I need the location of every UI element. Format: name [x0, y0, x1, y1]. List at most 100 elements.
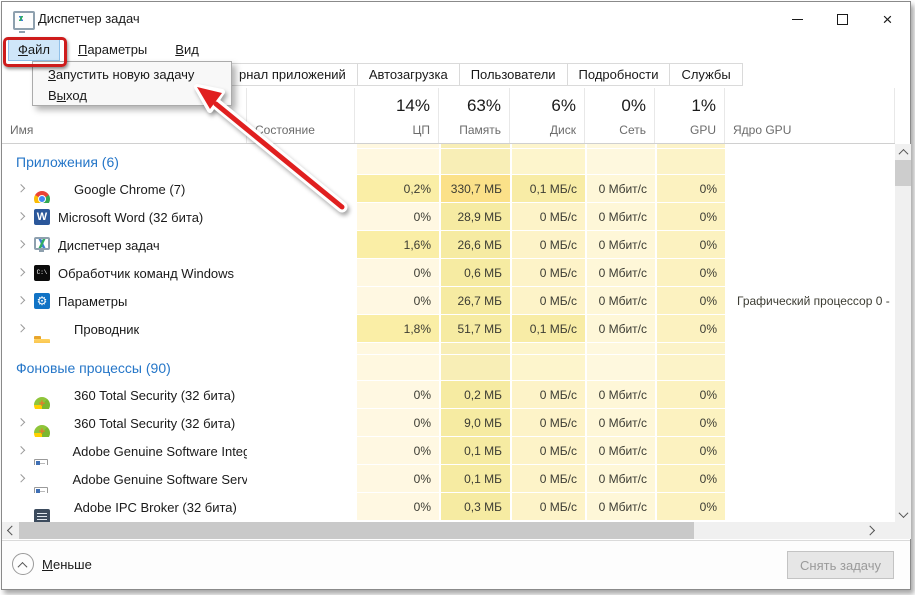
column-header-gpu-core[interactable]: Ядро GPU: [725, 88, 895, 143]
tab-3[interactable]: Пользователи: [458, 63, 568, 86]
cell-gpu: 0%: [655, 203, 725, 231]
close-button[interactable]: ×: [865, 2, 910, 36]
cell-core: Графический процессор 0 -: [725, 287, 895, 315]
menu-file[interactable]: Файл: [8, 37, 60, 61]
cell-cpu: 0%: [355, 287, 439, 315]
process-row[interactable]: Google Chrome (7) 0,2% 330,7 МБ 0,1 МБ/с 0 М…: [2, 175, 895, 207]
horizontal-scrollbar[interactable]: [2, 522, 895, 539]
cell-core: [725, 409, 895, 437]
minimize-button[interactable]: [775, 2, 820, 36]
process-name: Обработчик команд Windows: [58, 265, 235, 281]
menu-options[interactable]: Параметры: [77, 41, 148, 57]
cell-mem: 26,6 МБ: [439, 231, 510, 259]
column-header-disk[interactable]: 6% Диск: [510, 88, 585, 143]
expand-chevron-icon[interactable]: [16, 184, 26, 193]
cell-status: [247, 259, 355, 287]
menu-item-exit[interactable]: Выход: [48, 88, 87, 103]
cell-gpu: 0%: [655, 465, 725, 493]
cell-cpu: [355, 144, 439, 149]
column-header-gpu[interactable]: 1% GPU: [655, 88, 725, 143]
tab-5[interactable]: Службы: [669, 63, 743, 86]
maximize-button[interactable]: [820, 2, 865, 36]
menu-view[interactable]: Вид: [175, 41, 199, 57]
scroll-down-button[interactable]: [895, 506, 911, 522]
cell-net: 0 Мбит/с: [585, 231, 655, 259]
adobeipc-icon: [34, 509, 50, 522]
expand-chevron-icon[interactable]: [16, 212, 26, 221]
cell-mem: 51,7 МБ: [439, 315, 510, 343]
process-row[interactable]: W Microsoft Word (32 бита) 0% 28,9 МБ 0 МБ/с…: [2, 203, 895, 231]
fewer-details-label: Меньше: [42, 556, 92, 572]
cell-core: [725, 343, 895, 355]
process-name: 360 Total Security (32 бита): [74, 387, 236, 403]
cell-status: [247, 437, 355, 465]
taskmgr-icon: [34, 237, 50, 252]
cell-mem: 0,2 МБ: [439, 381, 510, 409]
process-name: Диспетчер задач: [58, 237, 160, 253]
process-row[interactable]: C:\ Обработчик команд Windows 0% 0,6 МБ 0 МБ…: [2, 259, 895, 287]
cell-gpu: 0%: [655, 381, 725, 409]
expand-chevron-icon[interactable]: [16, 474, 26, 483]
expand-chevron-icon[interactable]: [16, 240, 26, 249]
column-header-memory[interactable]: 63% Память: [439, 88, 510, 143]
cell-cpu: 0,2%: [355, 175, 439, 203]
cell-core: [725, 465, 895, 493]
cell-net: 0 Мбит/с: [585, 409, 655, 437]
chevron-up-icon: [898, 148, 908, 159]
cell-net: 0 Мбит/с: [585, 259, 655, 287]
cell-disk: 0 МБ/с: [510, 381, 585, 409]
process-row[interactable]: Проводник 1,8% 51,7 МБ 0,1 МБ/с 0 Мбит/с 0%: [2, 315, 895, 350]
cell-disk: [510, 149, 585, 175]
close-icon: ×: [882, 9, 893, 29]
section-header-row[interactable]: Фоновые процессы (90): [2, 355, 895, 381]
process-row[interactable]: Adobe Genuine Software Integri...0%0,1 М…: [2, 437, 895, 473]
process-row[interactable]: Adobe Genuine Software Servic...0%0,1 МБ…: [2, 465, 895, 501]
process-row[interactable]: ⚙ Параметры 0% 26,7 МБ 0 МБ/с 0 Мбит/с 0% Графи…: [2, 287, 895, 315]
fewer-details-button[interactable]: Меньше: [12, 553, 92, 575]
cell-net: 0 Мбит/с: [585, 175, 655, 203]
vertical-scroll-thumb[interactable]: [895, 160, 911, 186]
process-row[interactable]: 360 Total Security (32 бита)0%9,0 МБ0 МБ…: [2, 409, 895, 441]
process-name: Microsoft Word (32 бита): [58, 209, 204, 225]
process-name: Google Chrome (7): [74, 181, 186, 197]
cell-status: [247, 409, 355, 437]
column-header-network[interactable]: 0% Сеть: [585, 88, 655, 143]
expand-chevron-icon[interactable]: [16, 296, 26, 305]
cell-gpu: 0%: [655, 259, 725, 287]
cell-core: [725, 381, 895, 409]
scroll-right-button[interactable]: [863, 522, 879, 539]
column-header-cpu[interactable]: 14% ЦП: [355, 88, 439, 143]
cell-net: [585, 149, 655, 175]
end-task-button[interactable]: Снять задачу: [787, 551, 894, 579]
expand-chevron-icon[interactable]: [16, 324, 26, 333]
column-header-status[interactable]: Состояние: [247, 88, 355, 143]
scroll-up-button[interactable]: [895, 144, 911, 160]
horizontal-scroll-thumb[interactable]: [19, 522, 694, 539]
expand-chevron-icon[interactable]: [16, 268, 26, 277]
cell-net: [585, 144, 655, 149]
expand-chevron-icon[interactable]: [16, 418, 26, 427]
tab-4[interactable]: Подробности: [566, 63, 671, 86]
chevron-left-icon: [6, 525, 17, 536]
scroll-left-button[interactable]: [2, 522, 18, 539]
cell-net: 0 Мбит/с: [585, 465, 655, 493]
cell-gpu: 0%: [655, 287, 725, 315]
vertical-scrollbar[interactable]: [895, 144, 911, 522]
process-row[interactable]: Adobe IPC Broker (32 бита) 0% 0,3 МБ 0 МБ/с…: [2, 493, 895, 522]
process-row[interactable]: 360 Total Security (32 бита) 0% 0,2 МБ0 МБ…: [2, 381, 895, 413]
gear-icon: ⚙: [34, 293, 50, 309]
section-header-row[interactable]: Приложения (6): [2, 149, 895, 175]
cell-mem: [439, 149, 510, 175]
tab-1[interactable]: рнал приложений: [227, 63, 358, 86]
file-menu-dropdown: Запустить новую задачу Выход: [32, 61, 232, 106]
cell-disk: 0 МБ/с: [510, 437, 585, 465]
cell-disk: 0 МБ/с: [510, 287, 585, 315]
row-spacer: [2, 343, 895, 355]
chevron-right-icon: [864, 525, 875, 536]
cell-gpu: 0%: [655, 315, 725, 343]
tab-2[interactable]: Автозагрузка: [356, 63, 460, 86]
table-header: Имя Состояние 14% ЦП 63% Память 6% Диск 0% Сеть 1%…: [2, 88, 895, 144]
menu-item-run-new-task[interactable]: Запустить новую задачу: [48, 67, 195, 82]
process-row[interactable]: Диспетчер задач 1,6% 26,6 МБ 0 МБ/с 0 Мбит/с…: [2, 231, 895, 259]
expand-chevron-icon[interactable]: [16, 446, 26, 455]
